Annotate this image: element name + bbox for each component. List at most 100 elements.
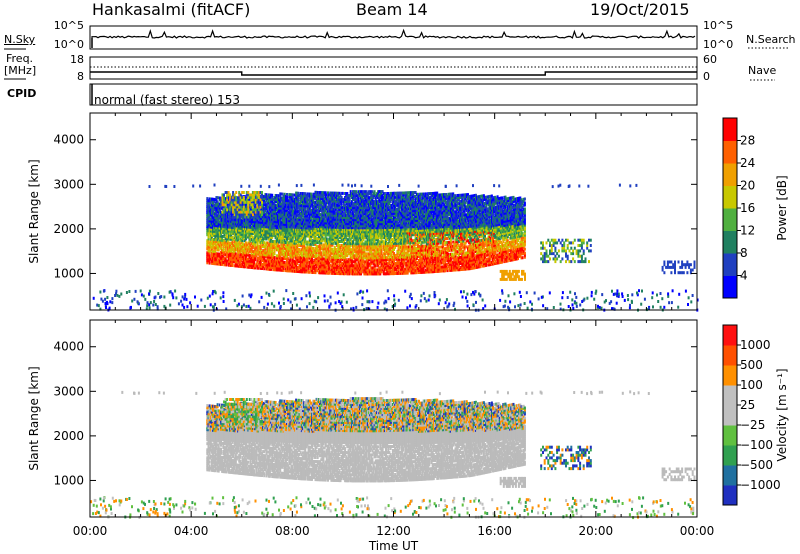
- power-cell: [317, 251, 320, 255]
- power-cell: [290, 203, 293, 207]
- power-cell: [286, 267, 288, 271]
- power-cell: [271, 247, 274, 251]
- power-cell: [209, 257, 212, 261]
- power-cell: [297, 270, 300, 273]
- power-cell: [275, 242, 278, 246]
- power-cell: [282, 248, 285, 252]
- power-cell: [246, 225, 249, 229]
- power-cell: [282, 254, 285, 258]
- power-cell: [220, 240, 222, 244]
- power-cell: [248, 221, 251, 225]
- power-cell: [220, 198, 222, 202]
- power-cell: [317, 249, 320, 253]
- power-cell: [248, 249, 251, 253]
- power-cell: [324, 249, 327, 253]
- power-cell: [308, 222, 311, 226]
- power-cell: [254, 266, 257, 270]
- power-cell: [246, 259, 249, 263]
- power-cell: [241, 251, 244, 255]
- power-cell: [216, 224, 219, 228]
- power-cell: [264, 209, 267, 213]
- power-cell: [276, 234, 279, 238]
- power-cell: [214, 208, 217, 211]
- power-cell: [264, 207, 267, 211]
- power-cell: [271, 243, 274, 247]
- power-cell: [280, 206, 283, 210]
- power-cell: [300, 224, 303, 228]
- power-cell: [319, 243, 321, 247]
- power-cell: [307, 268, 310, 272]
- power-cell: [291, 209, 294, 213]
- power-cell: [315, 194, 318, 198]
- power-cell: [320, 265, 323, 269]
- power-cell: [275, 220, 278, 224]
- power-cell: [299, 268, 302, 272]
- power-cell: [275, 258, 278, 262]
- power-cell: [246, 217, 249, 221]
- power-cell: [278, 202, 280, 206]
- power-cell: [291, 229, 294, 233]
- power-cell: [229, 243, 232, 247]
- power-cell: [317, 217, 320, 221]
- power-cell: [280, 248, 283, 252]
- power-cell: [282, 266, 285, 270]
- power-cell: [273, 218, 276, 221]
- power-cell: [206, 257, 209, 261]
- power-cell: [213, 230, 216, 233]
- power-cell: [240, 232, 243, 236]
- power-cell: [304, 228, 307, 232]
- power-cell: [322, 215, 325, 219]
- power-cell: [330, 257, 333, 261]
- power-cell: [271, 201, 274, 205]
- power-cell: [208, 245, 211, 249]
- power-cell: [251, 254, 254, 258]
- power-cell: [278, 226, 280, 230]
- power-cell: [243, 195, 246, 199]
- power-cell: [317, 235, 320, 239]
- power-cell: [263, 233, 266, 237]
- power-cell: [288, 201, 291, 205]
- power-cell: [303, 260, 306, 264]
- power-cell: [286, 265, 288, 269]
- power-cell: [294, 207, 296, 211]
- power-cell: [249, 263, 252, 267]
- power-cell: [237, 238, 240, 242]
- power-cell: [328, 213, 331, 217]
- power-cell: [229, 241, 232, 245]
- power-cell: [259, 254, 262, 258]
- power-cell: [307, 240, 310, 244]
- power-cell: [212, 253, 214, 257]
- power-cell: [325, 239, 328, 243]
- power-cell: [322, 253, 325, 257]
- power-cell: [275, 196, 278, 200]
- power-cell: [313, 255, 316, 258]
- power-cell: [327, 205, 329, 209]
- power-cell: [239, 252, 242, 256]
- power-cell: [290, 231, 293, 235]
- power-cell: [249, 223, 252, 227]
- power-cell: [309, 226, 312, 230]
- power-cell: [246, 235, 249, 239]
- power-cell: [306, 198, 309, 202]
- power-cell: [243, 199, 246, 203]
- power-cell: [268, 239, 271, 243]
- power-cell: [315, 263, 318, 267]
- power-cell: [290, 223, 293, 227]
- power-cell: [328, 237, 331, 241]
- power-cell: [234, 246, 237, 250]
- power-cell: [230, 235, 233, 239]
- power-cell: [319, 221, 321, 225]
- power-cell: [213, 207, 216, 211]
- power-cell: [301, 204, 304, 208]
- power-cell: [271, 193, 274, 197]
- power-cell: [313, 234, 316, 238]
- power-cell: [274, 226, 277, 230]
- power-cell: [329, 219, 332, 223]
- power-cell: [309, 196, 312, 200]
- power-cell: [298, 220, 301, 223]
- power-cell: [250, 217, 253, 221]
- power-cell: [296, 255, 299, 259]
- power-cell: [278, 266, 280, 270]
- power-cell: [229, 219, 232, 223]
- power-cell: [267, 267, 270, 271]
